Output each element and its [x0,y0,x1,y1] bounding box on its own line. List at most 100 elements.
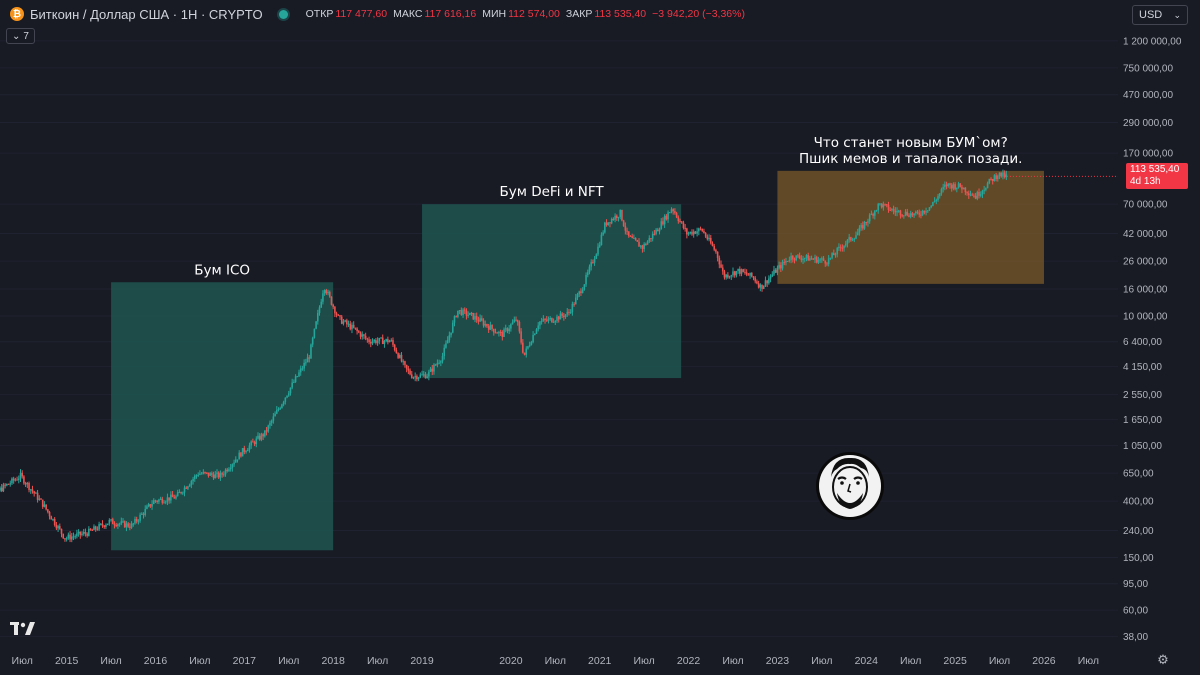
candle-body [1000,172,1003,177]
candle-body [404,361,406,365]
candle-body [576,294,579,298]
candle-body [761,284,763,289]
candle-body [819,259,821,261]
candle-body [964,187,967,193]
candle-body [378,337,381,342]
author-avatar-icon [815,449,885,523]
candle-body [135,518,138,522]
candle-body [139,514,141,521]
tradingview-logo-icon[interactable] [10,622,36,640]
candle-body [55,524,58,529]
candle-body [414,376,416,378]
candle-body [583,284,586,290]
candle-body [920,214,922,216]
candle-body [29,489,32,491]
candle-body [916,211,919,213]
candle-body [790,255,792,261]
candle-body [286,395,288,398]
y-tick-label: 10 000,00 [1123,312,1168,323]
candle-body [547,318,550,321]
candle-body [879,203,881,205]
candle-body [479,318,481,322]
candle-body [279,408,282,410]
candle-body [123,521,126,528]
candle-body [293,381,295,383]
candle-body [308,357,311,359]
candle-body [45,504,47,510]
ohlc-low-label: МИН [482,8,507,20]
candle-body [513,319,516,323]
ohlc-low-value: 112 574,00 [508,8,560,20]
candle-body [974,195,977,199]
x-tick-label: Июл [1078,655,1099,667]
candle-body [358,331,360,333]
candle-body [759,284,762,288]
candle-body [17,478,20,480]
candle-body [791,255,794,260]
candle-body [111,519,114,525]
x-tick-label: Июл [545,655,566,667]
candle-body [588,266,591,273]
gear-icon[interactable]: ⚙ [1157,652,1169,667]
candle-body [28,482,30,490]
market-status-dot[interactable] [278,9,288,19]
candle-body [137,520,140,522]
candle-body [315,321,317,329]
candle-body [932,202,934,206]
candle-body [563,315,565,318]
candle-body [740,269,743,274]
candle-body [814,257,816,260]
candle-body [125,523,128,528]
candle-body [979,194,982,196]
candle-body [836,248,839,255]
candle-body [998,172,1001,177]
candle-body [795,255,798,261]
candle-body [827,258,830,265]
candle-body [252,441,254,443]
candle-body [248,445,251,450]
y-tick-label: 650,00 [1123,469,1154,480]
candle-body [528,345,531,347]
candle-body [701,228,704,232]
candle-body [127,523,129,527]
candle-body [610,218,613,224]
candle-body [945,184,948,187]
indicators-toggle-button[interactable]: ⌄ 7 [6,28,35,44]
candle-body [298,372,300,377]
candle-body [190,481,193,485]
currency-selector[interactable]: USD ⌄ [1132,5,1188,25]
candle-body [115,525,117,527]
candle-body [101,523,104,526]
candle-body [183,487,186,493]
candle-body [853,238,856,240]
candle-body [166,497,169,502]
candle-body [805,255,808,258]
zone-label: Бум ICO [194,262,250,278]
candle-body [392,340,394,345]
candle-body [831,253,833,258]
candle-body [74,536,76,538]
candle-body [486,323,488,327]
candle-body [106,523,109,525]
candle-body [877,203,880,211]
candle-body [807,255,809,261]
candle-body [352,324,355,328]
candle-body [431,368,434,372]
candle-body [86,533,88,536]
candle-body [687,233,690,235]
candle-body [903,215,905,217]
x-tick-label: Июл [989,655,1010,667]
candle-body [901,215,903,217]
candle-body [952,184,955,189]
candle-body [809,258,811,261]
candle-body [434,364,437,366]
bar-countdown: 4d 13h [1130,176,1161,187]
candle-body [650,238,652,240]
candle-body [363,334,365,336]
candle-body [954,184,956,190]
candle-body [607,222,610,226]
symbol-title[interactable]: Биткоин / Доллар США · 1Н · CRYPTO [30,6,263,22]
candle-body [780,265,782,269]
